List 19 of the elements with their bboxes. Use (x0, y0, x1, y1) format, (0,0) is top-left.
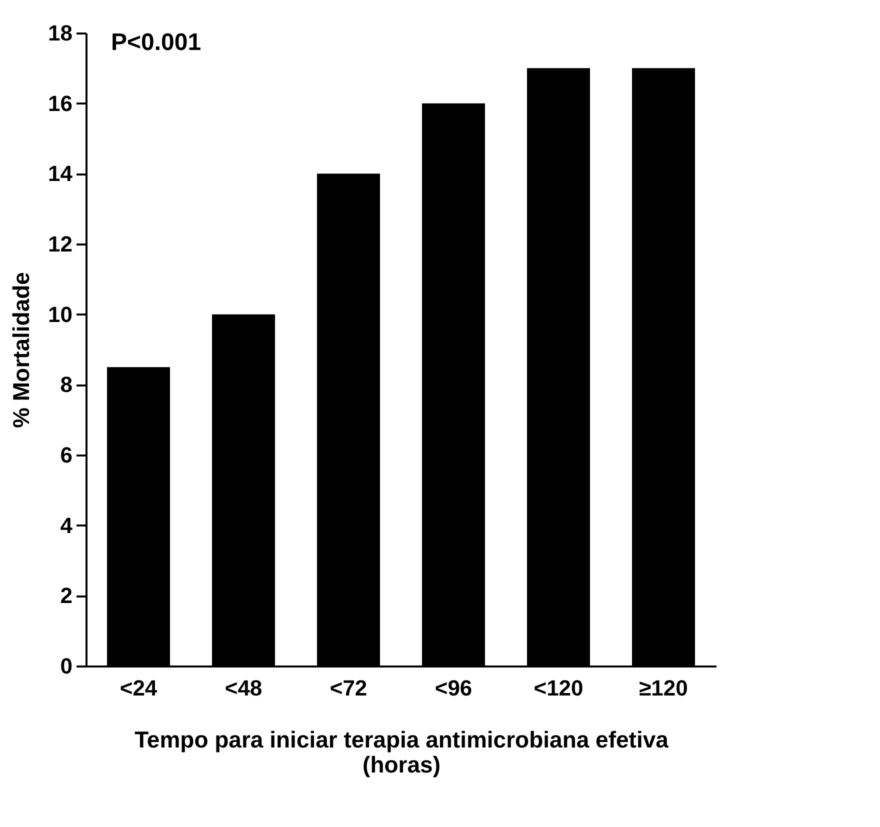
y-tick-label: 18 (48, 20, 72, 46)
y-axis-title: % Mortalidade (8, 272, 34, 428)
y-tick-label: 2 (60, 583, 72, 608)
x-tick-label: <24 (120, 676, 158, 700)
x-tick-label: <48 (224, 676, 262, 700)
x-tick-label: <72 (330, 676, 368, 700)
y-tick-label: 10 (48, 302, 72, 327)
x-tick-label: <120 (534, 676, 584, 700)
y-tick-label: 6 (60, 442, 72, 468)
annotation: P<0.001 (111, 29, 202, 56)
x-tick-label: ≥120 (639, 676, 688, 700)
x-tick-label: <96 (434, 676, 472, 700)
y-tick-label: 4 (60, 512, 74, 538)
y-tick-label: 16 (48, 90, 72, 116)
y-tick-label: 12 (48, 232, 72, 256)
y-tick-label: 14 (48, 161, 74, 186)
y-tick-label: 8 (60, 372, 72, 398)
y-tick-label: 0 (60, 654, 72, 678)
x-axis-title: Tempo para iniciar terapia antimicrobiana efetiva (horas) (134, 726, 669, 778)
